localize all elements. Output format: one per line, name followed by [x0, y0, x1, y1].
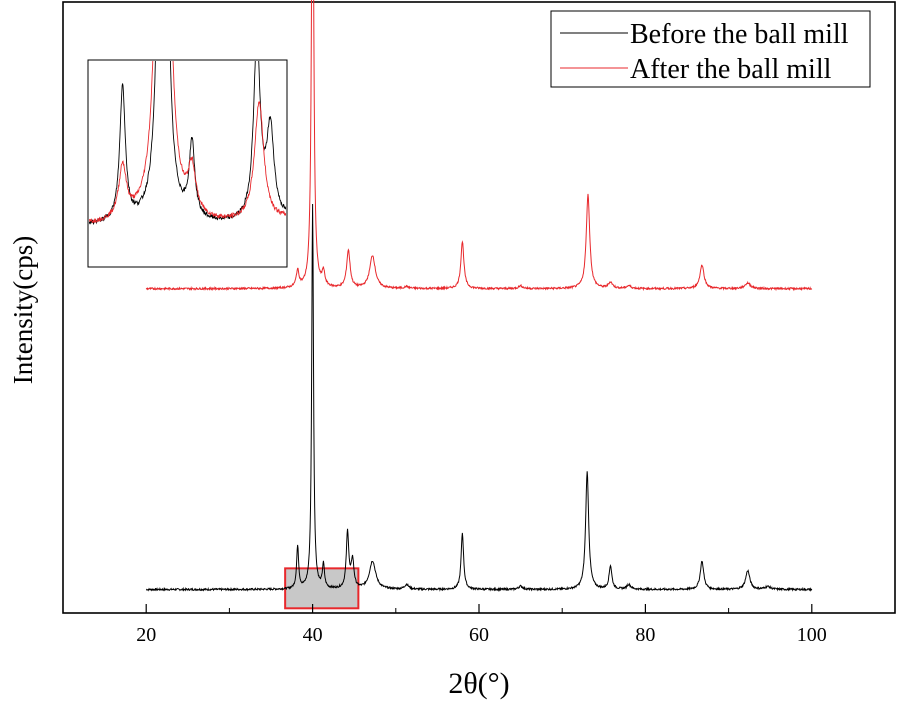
legend-label-after: After the ball mill: [630, 54, 832, 85]
series-after-line: [145, 0, 813, 292]
x-tick-label: 40: [303, 624, 323, 646]
x-tick-label: 100: [797, 624, 827, 646]
inset-series-before: [89, 61, 286, 226]
inset-lines: [89, 61, 286, 226]
x-tick-label: 60: [469, 624, 489, 646]
inset-zoom-panel: [87, 59, 288, 268]
legend-box: [550, 10, 871, 88]
legend: Before the ball mill After the ball mill: [550, 10, 871, 88]
legend-label-before: Before the ball mill: [630, 19, 849, 50]
x-axis-ticks: 20 40 60 80 100: [136, 604, 827, 646]
inset-frame: [87, 59, 288, 268]
x-tick-label: 80: [635, 624, 655, 646]
y-axis-title: Intensity(cps): [8, 236, 38, 384]
inset-series-after: [89, 61, 286, 224]
x-axis-title: 2θ(°): [448, 667, 509, 700]
series-layer: [145, 0, 813, 592]
series-before-line: [146, 203, 813, 592]
x-tick-label: 20: [136, 624, 156, 646]
